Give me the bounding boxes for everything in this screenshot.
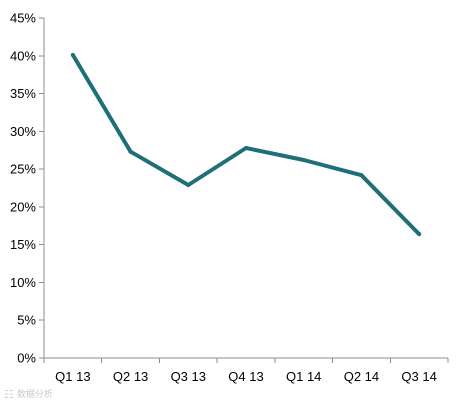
- y-tick-label: 10%: [10, 275, 36, 290]
- data-point: [70, 53, 75, 58]
- y-tick-label: 0%: [17, 351, 36, 366]
- y-tick-label: 15%: [10, 237, 36, 252]
- y-tick-label: 25%: [10, 162, 36, 177]
- data-point: [186, 182, 191, 187]
- watermark: ☷ 数据分析: [4, 389, 53, 401]
- watermark-text: 数据分析: [16, 390, 53, 400]
- data-point: [301, 158, 306, 163]
- y-axis: 0% 5% 10% 15% 20% 25% 30% 35% 40% 45%: [10, 11, 45, 366]
- x-tick-label: Q2 13: [113, 369, 148, 384]
- data-point: [128, 149, 133, 154]
- x-tick-label: Q3 13: [171, 369, 206, 384]
- data-point: [359, 173, 364, 178]
- y-tick-label: 30%: [10, 124, 36, 139]
- y-tick-label: 5%: [17, 313, 36, 328]
- x-tick-label: Q4 13: [228, 369, 263, 384]
- x-tick-label: Q3 14: [401, 369, 436, 384]
- x-axis: Q1 13 Q2 13 Q3 13 Q4 13 Q1 14 Q2 14 Q3 14: [43, 357, 449, 384]
- x-tick-label: Q2 14: [344, 369, 379, 384]
- y-tick-label: 20%: [10, 199, 36, 214]
- logo-glyph-icon: ☷: [4, 388, 14, 401]
- series-line: [70, 53, 422, 237]
- y-tick-label: 35%: [10, 86, 36, 101]
- data-point: [417, 232, 422, 237]
- y-tick-label: 40%: [10, 48, 36, 63]
- x-tick-label: Q1 14: [286, 369, 321, 384]
- data-point: [244, 145, 248, 150]
- x-tick-label: Q1 13: [55, 369, 90, 384]
- series-group: [70, 53, 422, 237]
- y-tick-label: 45%: [10, 11, 36, 26]
